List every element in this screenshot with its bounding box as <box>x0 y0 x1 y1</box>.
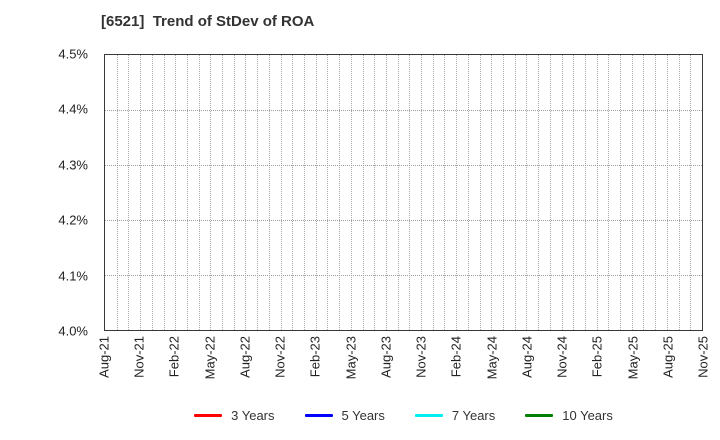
vertical-gridline <box>514 55 516 330</box>
vertical-gridline <box>151 55 153 330</box>
vertical-gridline <box>620 55 622 330</box>
x-tick-label: Aug-25 <box>660 336 676 378</box>
x-tick-label: Feb-22 <box>166 336 182 378</box>
x-tick-label: Feb-23 <box>307 336 323 378</box>
plot-area <box>104 54 703 331</box>
vertical-gridline <box>690 55 692 330</box>
vertical-gridline <box>245 55 247 330</box>
horizontal-gridline <box>105 275 702 276</box>
vertical-gridline <box>573 55 575 330</box>
x-tick-label: Aug-23 <box>378 336 394 378</box>
horizontal-gridline <box>105 220 702 221</box>
legend-label: 10 Years <box>562 407 613 423</box>
x-tick-label: May-22 <box>202 336 218 380</box>
legend-item-7-years: 7 Years <box>414 407 496 423</box>
vertical-gridline <box>128 55 130 330</box>
vertical-gridline <box>385 55 387 330</box>
x-tick-label: May-23 <box>343 336 359 380</box>
vertical-gridline <box>678 55 680 330</box>
vertical-gridline <box>491 55 493 330</box>
y-tick-label: 4.0% <box>58 323 88 339</box>
vertical-gridline <box>257 55 259 330</box>
vertical-gridline <box>163 55 165 330</box>
vertical-gridline <box>643 55 645 330</box>
y-tick-label: 4.3% <box>58 157 88 173</box>
vertical-gridline <box>549 55 551 330</box>
x-tick-label: May-24 <box>484 336 500 380</box>
vertical-gridline <box>315 55 317 330</box>
vertical-gridline <box>631 55 633 330</box>
vertical-gridline <box>432 55 434 330</box>
vertical-gridline <box>304 55 305 330</box>
vertical-gridline <box>210 55 212 330</box>
x-tick-label: Nov-21 <box>131 336 147 378</box>
legend-item-5-years: 5 Years <box>304 407 385 423</box>
x-axis-tick-labels: Aug-21 Nov-21 Feb-22 May-22 Aug-22 Nov-22 Feb-… <box>97 336 711 398</box>
horizontal-gridline <box>105 165 702 166</box>
vertical-gridline <box>116 55 118 330</box>
vertical-gridline <box>584 55 586 330</box>
vertical-gridline <box>467 55 469 330</box>
vertical-gridline <box>268 55 270 330</box>
vertical-gridline <box>374 55 376 330</box>
vertical-gridline <box>339 55 341 330</box>
legend-item-10-years: 10 Years <box>525 408 613 423</box>
vertical-gridline <box>280 55 282 330</box>
vertical-gridline <box>479 55 481 330</box>
vertical-gridline <box>362 55 364 330</box>
y-axis-tick-labels: 4.5% 4.4% 4.3% 4.2% 4.1% 4.0% <box>0 47 96 339</box>
vertical-gridline <box>561 55 563 330</box>
horizontal-gridline <box>105 110 702 111</box>
legend-line-swatch <box>304 413 333 417</box>
x-tick-label: Feb-25 <box>589 336 605 378</box>
vertical-gridline <box>140 55 142 330</box>
vertical-gridline <box>222 55 224 330</box>
x-tick-label: Feb-24 <box>448 336 464 378</box>
x-tick-label: Nov-24 <box>554 336 570 378</box>
legend-item-3-years: 3 Years <box>194 407 275 423</box>
vertical-gridline <box>397 55 399 330</box>
x-tick-label: Nov-22 <box>272 336 288 378</box>
legend-label: 3 Years <box>231 407 275 423</box>
y-tick-label: 4.5% <box>58 46 88 62</box>
vertical-gridline <box>666 55 668 330</box>
vertical-gridline <box>456 55 458 330</box>
vertical-gridline <box>526 55 528 330</box>
legend-line-swatch <box>525 413 554 417</box>
vertical-gridline <box>198 55 200 330</box>
vertical-gridline <box>233 55 235 330</box>
x-tick-label: Nov-25 <box>695 336 711 378</box>
vertical-gridline <box>538 55 540 330</box>
vertical-gridline <box>444 55 446 330</box>
y-tick-label: 4.2% <box>58 212 88 228</box>
y-tick-label: 4.4% <box>58 101 88 117</box>
legend-line-swatch <box>414 413 443 417</box>
vertical-gridline <box>175 55 177 330</box>
x-tick-label: Aug-22 <box>237 336 253 378</box>
vertical-gridline <box>292 55 294 330</box>
vertical-gridline <box>596 55 598 330</box>
vertical-gridline <box>409 55 411 330</box>
vertical-gridline <box>327 55 329 330</box>
x-tick-label: Aug-24 <box>519 336 535 378</box>
vertical-gridline <box>186 55 188 330</box>
chart-title: [6521] Trend of StDev of ROA <box>101 13 315 30</box>
vertical-gridline <box>421 55 423 330</box>
vertical-gridline <box>350 55 352 330</box>
x-tick-label: May-25 <box>625 336 641 380</box>
vertical-gridline <box>655 55 657 330</box>
legend-label: 7 Years <box>451 407 496 423</box>
legend-label: 5 Years <box>341 407 385 423</box>
vertical-gridline <box>608 55 610 330</box>
x-tick-label: Aug-21 <box>96 336 112 378</box>
y-tick-label: 4.1% <box>58 268 88 284</box>
vertical-gridline <box>503 55 504 330</box>
legend-line-swatch <box>194 413 223 417</box>
legend: 3 Years 5 Years 7 Years 10 Years <box>104 401 703 429</box>
x-tick-label: Nov-23 <box>413 336 429 378</box>
